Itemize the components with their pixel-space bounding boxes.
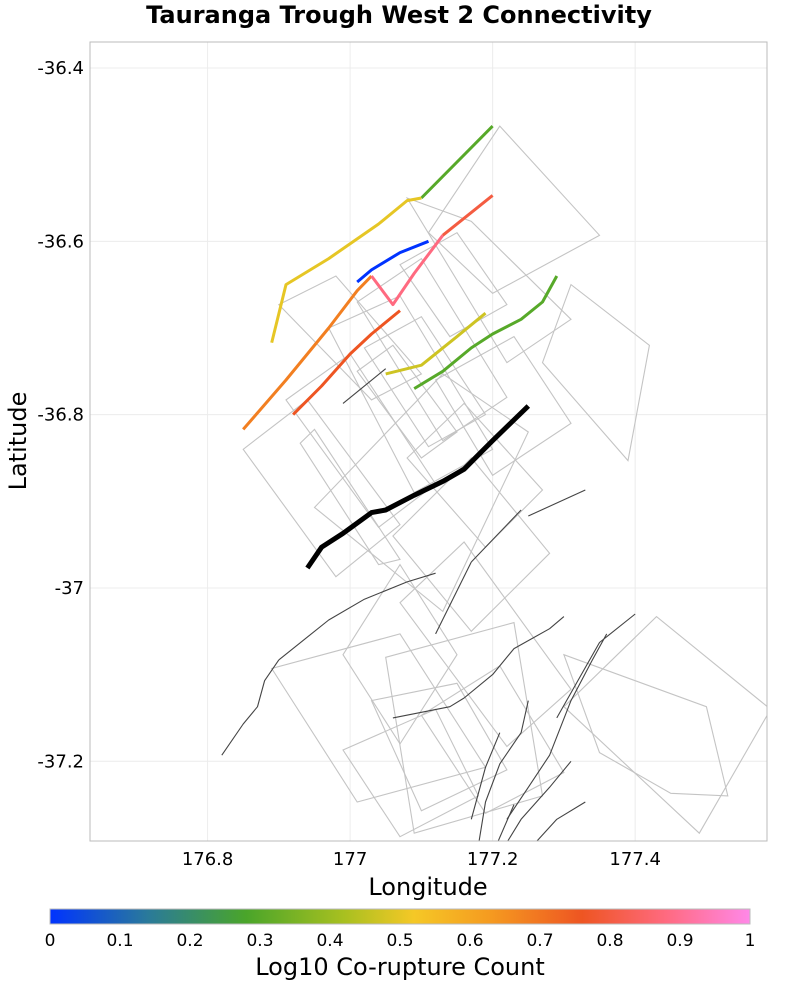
colorbar-tick-5: 0.5 — [386, 931, 413, 951]
fault-trace-4 — [278, 572, 436, 661]
fault-trace-0 — [342, 368, 387, 404]
colorbar-tick-9: 0.9 — [666, 931, 693, 951]
x-axis-label: Longitude — [368, 873, 487, 901]
fault-trace-8 — [478, 700, 529, 841]
rupture-box-7 — [242, 399, 401, 578]
colorbar-tick-8: 0.8 — [596, 931, 623, 951]
rupture-box-11 — [313, 373, 529, 613]
fault-trace-3 — [435, 561, 472, 635]
x-tick-label-3: 177.4 — [609, 849, 661, 870]
fault-trace-10 — [506, 633, 608, 820]
y-axis-ticks: -36.4 -36.6 -36.8 -37 -37.2 — [37, 58, 84, 772]
gray-faults — [221, 368, 636, 841]
fault-trace-13 — [556, 613, 636, 719]
colorbar-tick-2: 0.2 — [176, 931, 203, 951]
y-tick-label-2: -36.8 — [37, 405, 84, 426]
colorbar-tick-3: 0.3 — [246, 931, 273, 951]
colorbar-label: Log10 Co-rupture Count — [255, 953, 545, 981]
connected-fault-3 — [242, 274, 373, 431]
connected-fault-4 — [370, 234, 444, 307]
colorbar — [49, 908, 751, 925]
colorbar-tick-6: 0.6 — [456, 931, 483, 951]
fault-trace-12 — [536, 801, 586, 841]
plot-border — [89, 41, 768, 842]
fault-trace-6 — [392, 616, 565, 719]
fault-trace-11 — [507, 760, 572, 841]
connected-fault-1 — [270, 196, 422, 344]
colorbar-tick-4: 0.4 — [316, 931, 343, 951]
rupture-box-24 — [420, 665, 565, 815]
x-tick-label-2: 177.2 — [467, 849, 519, 870]
rupture-box-5 — [434, 335, 572, 477]
y-tick-label-0: -36.4 — [37, 58, 84, 79]
colorbar-tick-10: 1 — [745, 931, 756, 951]
rupture-box-1 — [405, 196, 572, 364]
fault-trace-2 — [470, 509, 522, 563]
rupture-box-0 — [427, 125, 601, 294]
rupture-box-4 — [356, 344, 458, 459]
fault-trace-5 — [221, 659, 280, 756]
colorbar-tick-7: 0.7 — [526, 931, 553, 951]
connected-fault-7 — [385, 312, 487, 376]
rupture-box-13 — [406, 402, 544, 549]
rupture-box-23 — [562, 653, 729, 797]
y-axis-label: Latitude — [4, 392, 32, 491]
highlighted-fault — [305, 404, 531, 570]
rupture-box-22 — [563, 615, 767, 835]
chart-title: Tauranga Trough West 2 Connectivity — [146, 1, 652, 29]
connected-faults — [242, 125, 559, 431]
rupture-box-17 — [399, 541, 572, 748]
rupture-box-21 — [342, 708, 480, 838]
colorbar-ticks: 0 0.1 0.2 0.3 0.4 0.5 0.6 0.7 0.8 0.9 1 — [45, 931, 756, 951]
colorbar-tick-1: 0.1 — [106, 931, 133, 951]
rupture-box-10 — [363, 315, 487, 448]
connected-fault-5 — [441, 194, 494, 237]
fault-trace-7 — [470, 732, 501, 820]
rupture-box-12 — [541, 283, 651, 462]
x-tick-label-0: 176.8 — [182, 849, 234, 870]
fault-trace-1 — [528, 489, 586, 517]
colorbar-tick-0: 0 — [45, 931, 56, 951]
y-tick-label-1: -36.6 — [37, 231, 84, 252]
rupture-box-16 — [342, 563, 458, 745]
rupture-box-2 — [327, 295, 494, 494]
connected-fault-6 — [292, 309, 401, 416]
rupture-box-15 — [392, 457, 551, 633]
y-tick-label-4: -37.2 — [37, 751, 84, 772]
x-axis-ticks: 176.8 177 177.2 177.4 — [182, 849, 661, 870]
connected-fault-0 — [420, 125, 494, 200]
y-tick-label-3: -37 — [55, 578, 84, 599]
fault-trace-9 — [497, 804, 515, 841]
x-tick-label-1: 177 — [333, 849, 367, 870]
rupture-box-20 — [370, 682, 508, 812]
connected-fault-2 — [356, 239, 430, 284]
plot-background — [90, 42, 767, 841]
rupture-box-14 — [356, 257, 508, 442]
highlighted-fault-group — [305, 404, 531, 570]
rupture-box-6 — [277, 275, 423, 401]
connected-fault-8 — [413, 275, 559, 390]
